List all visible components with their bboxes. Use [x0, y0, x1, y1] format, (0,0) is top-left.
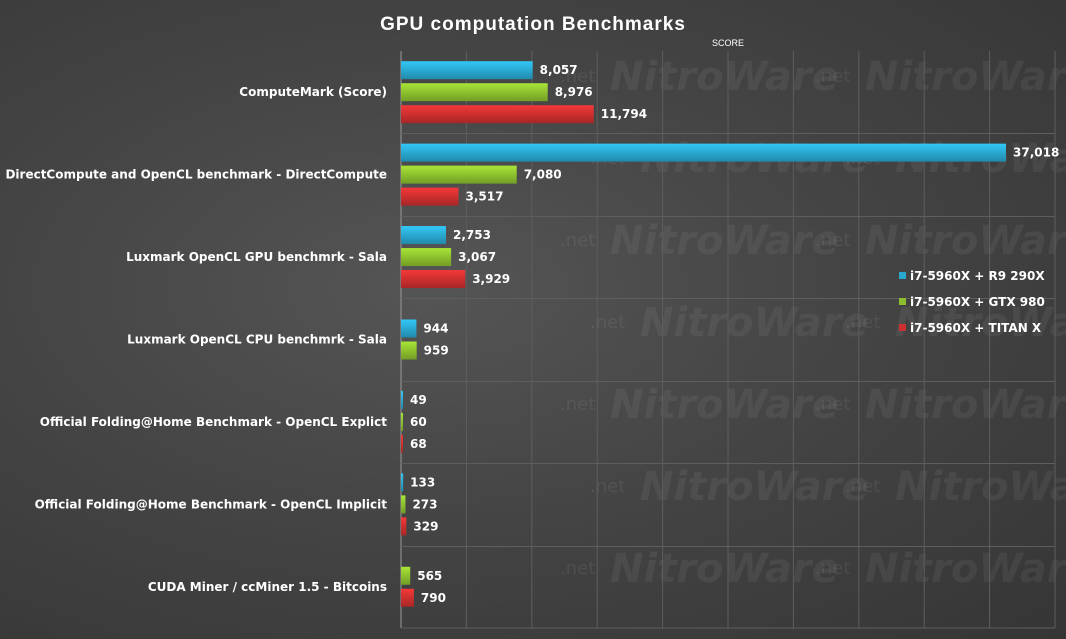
bar-i7-5960x-gtx-980-cuda-miner-ccminer-1-5-bitcoins	[401, 566, 411, 585]
watermark-net-text: .net	[815, 394, 850, 415]
watermark-net-text: .net	[590, 476, 625, 497]
bar-i7-5960x-gtx-980-computemark-score	[401, 83, 548, 102]
category-label-official-folding-home-benchmark-opencl-implicit: Official Folding@Home Benchmark - OpenCL…	[35, 497, 388, 511]
watermark-net-text: .net	[845, 312, 880, 333]
value-label-i7-5960x-r9-290x-official-folding-home-benchmark-opencl-implicit: 133	[410, 475, 435, 489]
bar-i7-5960x-titan-x-computemark-score	[401, 105, 594, 124]
bar-i7-5960x-r9-290x-directcompute-and-opencl-benchmark-directcompute	[401, 143, 1006, 162]
value-label-i7-5960x-titan-x-luxmark-opencl-gpu-benchmrk-sala: 3,929	[472, 272, 510, 286]
bar-i7-5960x-gtx-980-directcompute-and-opencl-benchmark-directcompute	[401, 165, 517, 184]
value-label-i7-5960x-titan-x-computemark-score: 11,794	[601, 107, 647, 121]
bar-i7-5960x-titan-x-directcompute-and-opencl-benchmark-directcompute	[401, 187, 459, 206]
value-labels: 8,057 8,976 11,794 37,018 7,080 3,517 2,753 3,0…	[410, 63, 1059, 605]
watermark-net-text: .net	[560, 558, 595, 579]
bar-i7-5960x-gtx-980-official-folding-home-benchmark-opencl-implicit	[401, 495, 406, 514]
watermark-brand-text: NitroWare	[610, 218, 839, 264]
value-label-i7-5960x-gtx-980-official-folding-home-benchmark-opencl-explict: 60	[410, 415, 427, 429]
bar-i7-5960x-titan-x-official-folding-home-benchmark-opencl-implicit	[401, 517, 407, 536]
watermark-brand-text: NitroWare	[865, 546, 1066, 592]
bars	[401, 61, 1006, 607]
watermark-net-text: .net	[560, 230, 595, 251]
category-label-luxmark-opencl-gpu-benchmrk-sala: Luxmark OpenCL GPU benchmrk - Sala	[126, 250, 387, 264]
x-axis-title: SCORE	[712, 38, 744, 48]
legend-swatch-i7-5960x-r9-290x	[899, 272, 906, 279]
watermark-brand-text: NitroWare	[610, 54, 839, 100]
bar-i7-5960x-r9-290x-luxmark-opencl-gpu-benchmrk-sala	[401, 226, 446, 245]
value-label-i7-5960x-r9-290x-computemark-score: 8,057	[540, 63, 578, 77]
value-label-i7-5960x-titan-x-directcompute-and-opencl-benchmark-directcompute: 3,517	[465, 190, 503, 204]
category-label-directcompute-and-opencl-benchmark-directcompute: DirectCompute and OpenCL benchmark - Dir…	[5, 168, 387, 182]
value-label-i7-5960x-titan-x-cuda-miner-ccminer-1-5-bitcoins: 790	[421, 591, 446, 605]
legend-label-i7-5960x-gtx-980: i7-5960X + GTX 980	[910, 295, 1045, 309]
value-label-i7-5960x-r9-290x-official-folding-home-benchmark-opencl-explict: 49	[410, 393, 427, 407]
bar-i7-5960x-gtx-980-official-folding-home-benchmark-opencl-explict	[401, 412, 403, 431]
value-label-i7-5960x-gtx-980-directcompute-and-opencl-benchmark-directcompute: 7,080	[524, 168, 562, 182]
watermark-net-text: .net	[590, 312, 625, 333]
value-label-i7-5960x-gtx-980-cuda-miner-ccminer-1-5-bitcoins: 565	[417, 569, 442, 583]
value-label-i7-5960x-gtx-980-computemark-score: 8,976	[555, 85, 593, 99]
watermark-net-text: .net	[845, 476, 880, 497]
watermark-brand-text: NitroWare	[895, 300, 1066, 346]
bar-i7-5960x-titan-x-official-folding-home-benchmark-opencl-explict	[401, 434, 403, 453]
chart-title: GPU computation Benchmarks	[380, 14, 686, 35]
watermark-net-text: .net	[815, 66, 850, 87]
bar-i7-5960x-gtx-980-luxmark-opencl-cpu-benchmrk-sala	[401, 341, 417, 360]
bar-i7-5960x-r9-290x-luxmark-opencl-cpu-benchmrk-sala	[401, 319, 417, 338]
value-label-i7-5960x-r9-290x-luxmark-opencl-cpu-benchmrk-sala: 944	[423, 322, 448, 336]
legend-label-i7-5960x-titan-x: i7-5960X + TITAN X	[910, 321, 1042, 335]
watermark-brand-text: NitroWare	[640, 300, 869, 346]
watermark-net-text: .net	[815, 558, 850, 579]
value-label-i7-5960x-r9-290x-directcompute-and-opencl-benchmark-directcompute: 37,018	[1013, 146, 1059, 160]
watermark-brand-text: NitroWare	[610, 382, 839, 428]
value-label-i7-5960x-titan-x-official-folding-home-benchmark-opencl-implicit: 329	[413, 519, 438, 533]
category-label-cuda-miner-ccminer-1-5-bitcoins: CUDA Miner / ccMiner 1.5 - Bitcoins	[148, 580, 387, 594]
value-label-i7-5960x-gtx-980-luxmark-opencl-gpu-benchmrk-sala: 3,067	[458, 250, 496, 264]
category-label-luxmark-opencl-cpu-benchmrk-sala: Luxmark OpenCL CPU benchmrk - Sala	[127, 333, 387, 347]
watermark-brand-text: NitroWare	[865, 382, 1066, 428]
watermark-brand-text: NitroWare	[895, 464, 1066, 510]
watermark-net-text: .net	[560, 394, 595, 415]
legend-label-i7-5960x-r9-290x: i7-5960X + R9 290X	[910, 269, 1045, 283]
value-label-i7-5960x-r9-290x-luxmark-opencl-gpu-benchmrk-sala: 2,753	[453, 228, 491, 242]
category-label-official-folding-home-benchmark-opencl-explict: Official Folding@Home Benchmark - OpenCL…	[40, 415, 388, 429]
bar-i7-5960x-r9-290x-computemark-score	[401, 61, 533, 80]
watermark-brand-text: NitroWare	[640, 464, 869, 510]
legend: i7-5960X + R9 290X i7-5960X + GTX 980 i7-5…	[899, 269, 1045, 335]
bar-i7-5960x-titan-x-cuda-miner-ccminer-1-5-bitcoins	[401, 588, 414, 607]
watermark-net-text: .net	[815, 230, 850, 251]
value-label-i7-5960x-gtx-980-official-folding-home-benchmark-opencl-implicit: 273	[412, 497, 437, 511]
legend-swatch-i7-5960x-titan-x	[899, 324, 906, 331]
category-label-computemark-score: ComputeMark (Score)	[239, 85, 387, 99]
watermark-net-text: .net	[560, 66, 595, 87]
watermark-brand-text: NitroWare	[865, 218, 1066, 264]
bar-i7-5960x-r9-290x-official-folding-home-benchmark-opencl-implicit	[401, 473, 404, 492]
watermark-brand-text: NitroWare	[610, 546, 839, 592]
bar-i7-5960x-gtx-980-luxmark-opencl-gpu-benchmrk-sala	[401, 248, 452, 267]
bar-i7-5960x-r9-290x-official-folding-home-benchmark-opencl-explict	[401, 390, 403, 409]
value-label-i7-5960x-gtx-980-luxmark-opencl-cpu-benchmrk-sala: 959	[424, 344, 449, 358]
category-labels: ComputeMark (Score) DirectCompute and Ope…	[5, 85, 387, 594]
value-label-i7-5960x-titan-x-official-folding-home-benchmark-opencl-explict: 68	[410, 437, 427, 451]
bar-i7-5960x-titan-x-luxmark-opencl-gpu-benchmrk-sala	[401, 270, 466, 289]
watermark-brand-text: NitroWare	[865, 54, 1066, 100]
legend-swatch-i7-5960x-gtx-980	[899, 298, 906, 305]
